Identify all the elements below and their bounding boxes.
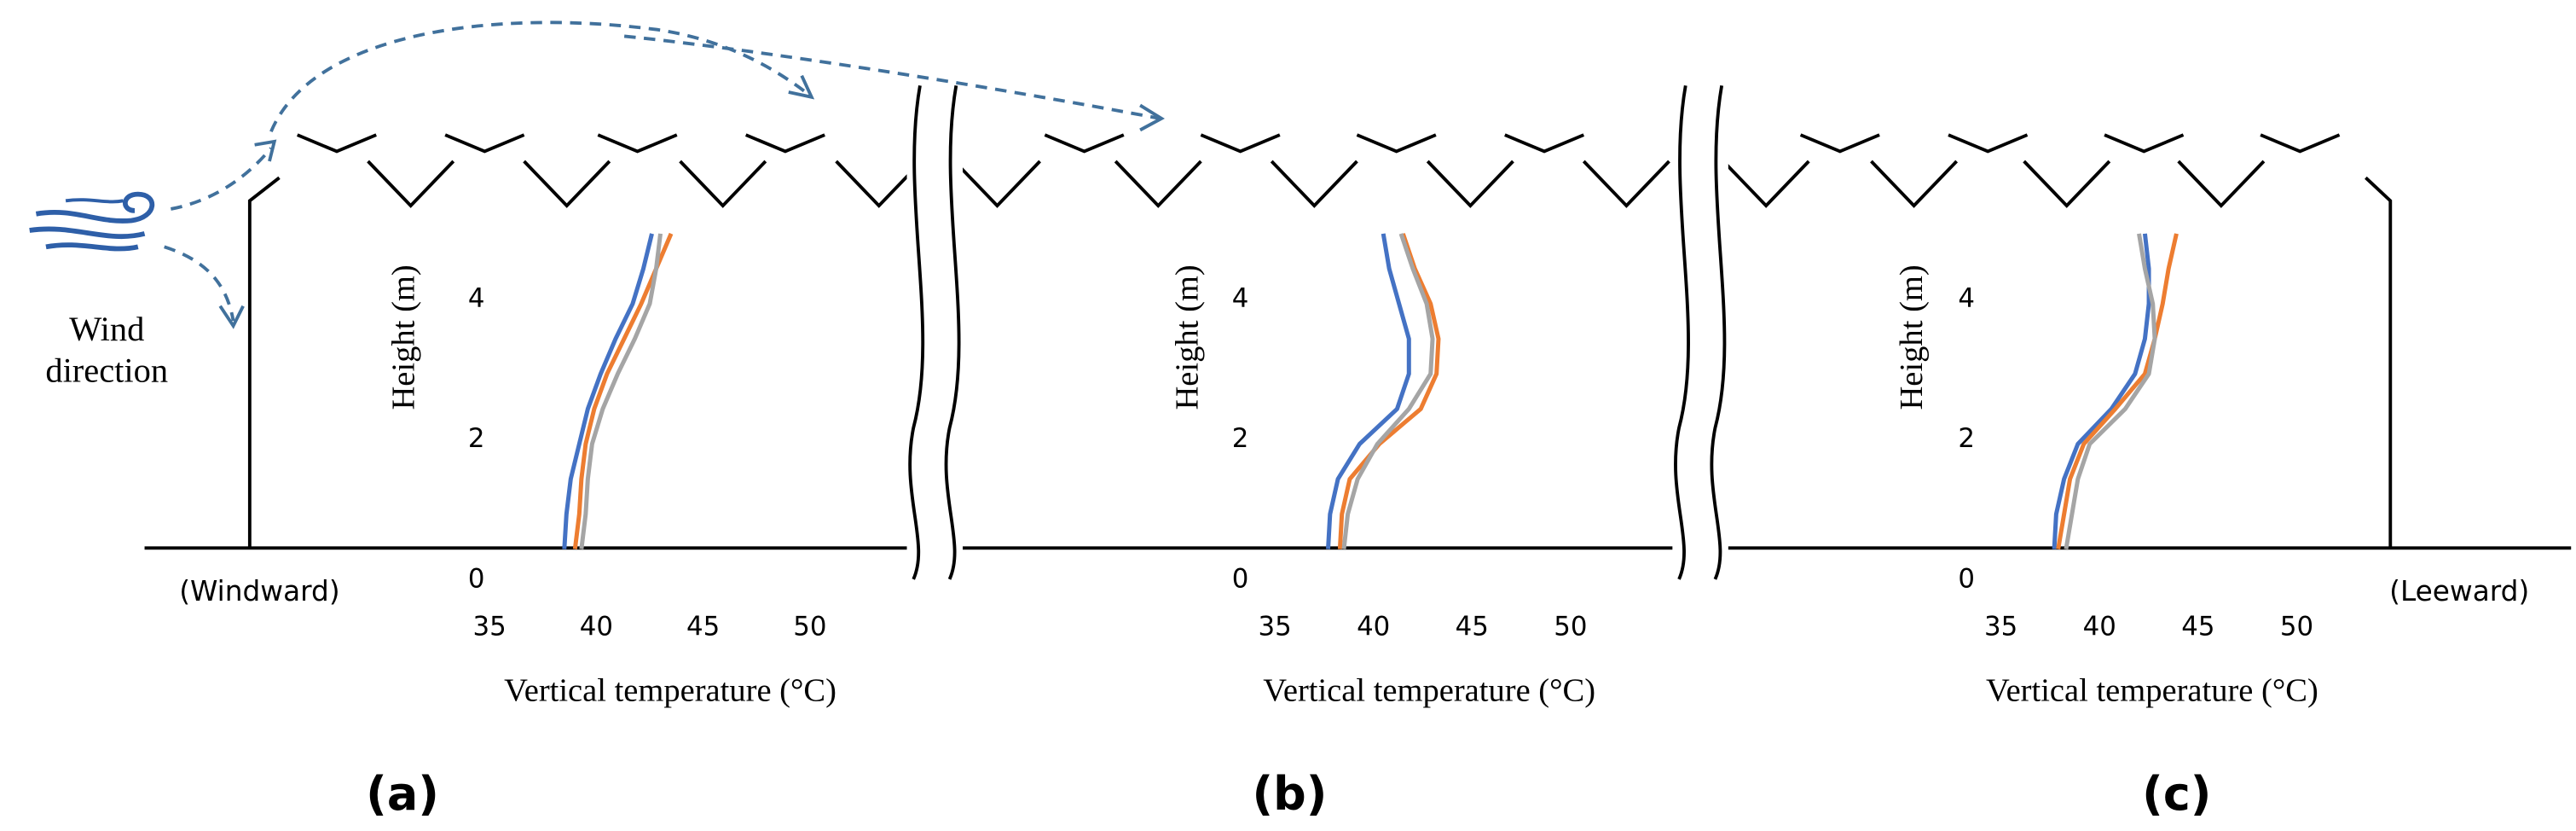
x-tick-label: 35 xyxy=(1258,611,1291,642)
x-tick-label: 45 xyxy=(2181,611,2214,642)
arrow-head xyxy=(218,305,245,329)
roof-vent xyxy=(1356,133,1437,154)
roof-vent xyxy=(367,160,455,208)
x-tick-label: 45 xyxy=(1456,611,1489,642)
y-tick-label: 0 xyxy=(1958,564,1975,595)
x-axis-label: Vertical temperature (°C) xyxy=(1986,673,2318,709)
roof-vent xyxy=(2177,160,2266,208)
roof xyxy=(296,133,2341,208)
y-tick-label: 2 xyxy=(1958,423,1975,454)
roof-vent xyxy=(444,133,525,154)
wind-label: direction xyxy=(45,351,168,389)
break-line xyxy=(1674,84,1690,580)
profile-line xyxy=(562,233,654,549)
roof-vent xyxy=(1504,133,1585,154)
y-tick-label: 0 xyxy=(1232,564,1249,595)
x-tick-label: 50 xyxy=(793,611,826,642)
roof-vent xyxy=(953,160,1041,208)
roof-vent xyxy=(296,133,377,154)
roof-vent xyxy=(1870,160,1959,208)
break-line xyxy=(1710,84,1727,580)
y-tick-label: 2 xyxy=(1232,423,1249,454)
roof-vent xyxy=(1114,160,1202,208)
wind-arrow xyxy=(269,20,812,133)
y-axis-label: Height (m) xyxy=(386,264,422,410)
wind-icon xyxy=(29,191,155,252)
profile-line xyxy=(1337,233,1441,549)
profile-line xyxy=(572,232,674,549)
y-tick-label: 2 xyxy=(468,423,485,454)
x-tick-label: 50 xyxy=(1554,611,1587,642)
roof-vent xyxy=(1722,160,1810,208)
break-gap xyxy=(1672,82,1728,579)
roof-vent xyxy=(597,133,678,154)
arrow-head xyxy=(788,74,815,100)
wind-arrow xyxy=(171,147,273,211)
roof-vent xyxy=(1270,160,1358,208)
panel-label: (a) xyxy=(366,767,439,821)
profile-line xyxy=(579,233,663,549)
roof-vent xyxy=(2260,133,2341,154)
arrow-head xyxy=(1139,103,1166,132)
arrow-head xyxy=(254,139,277,162)
leeward-label: (Leeward) xyxy=(2389,575,2529,607)
y-tick-label: 0 xyxy=(468,564,485,595)
y-tick-label: 4 xyxy=(1232,283,1249,314)
profile-line xyxy=(1326,233,1411,549)
x-axis-label: Vertical temperature (°C) xyxy=(1263,673,1595,709)
roof-vent xyxy=(523,160,611,208)
x-tick-label: 35 xyxy=(1984,611,2017,642)
roof-vent xyxy=(1948,133,2029,154)
y-tick-label: 4 xyxy=(468,283,485,314)
profile-line xyxy=(1341,233,1435,549)
x-tick-label: 35 xyxy=(473,611,507,642)
break-line xyxy=(944,84,961,580)
x-axis-label: Vertical temperature (°C) xyxy=(504,673,836,709)
roof-vent xyxy=(2104,133,2185,154)
break-gap xyxy=(906,82,964,579)
right-wall xyxy=(2365,176,2393,549)
profile-line xyxy=(2064,233,2157,550)
windward-label: (Windward) xyxy=(179,575,339,607)
x-tick-label: 40 xyxy=(2083,611,2116,642)
roof-vent xyxy=(744,133,825,154)
x-tick-label: 40 xyxy=(1357,611,1390,642)
y-tick-label: 4 xyxy=(1958,283,1975,314)
wind-label: Wind xyxy=(69,310,144,348)
roof-vent xyxy=(1799,133,1880,154)
roof-vent xyxy=(1582,160,1670,208)
panel-label: (b) xyxy=(1252,767,1327,821)
roof-vent xyxy=(2023,160,2111,208)
roof-vent xyxy=(1426,160,1514,208)
y-axis-label: Height (m) xyxy=(1894,264,1930,410)
wind-arrow xyxy=(623,34,1161,120)
x-tick-label: 40 xyxy=(580,611,613,642)
break-line xyxy=(908,84,925,580)
roof-vent xyxy=(1044,133,1125,154)
profile-line xyxy=(2056,233,2179,550)
x-tick-label: 45 xyxy=(686,611,720,642)
y-axis-label: Height (m) xyxy=(1170,264,1206,410)
panel-label: (c) xyxy=(2142,767,2211,821)
left-wall xyxy=(247,176,281,549)
roof-vent xyxy=(679,160,767,208)
x-tick-label: 50 xyxy=(2280,611,2313,642)
roof-vent xyxy=(1200,133,1281,154)
